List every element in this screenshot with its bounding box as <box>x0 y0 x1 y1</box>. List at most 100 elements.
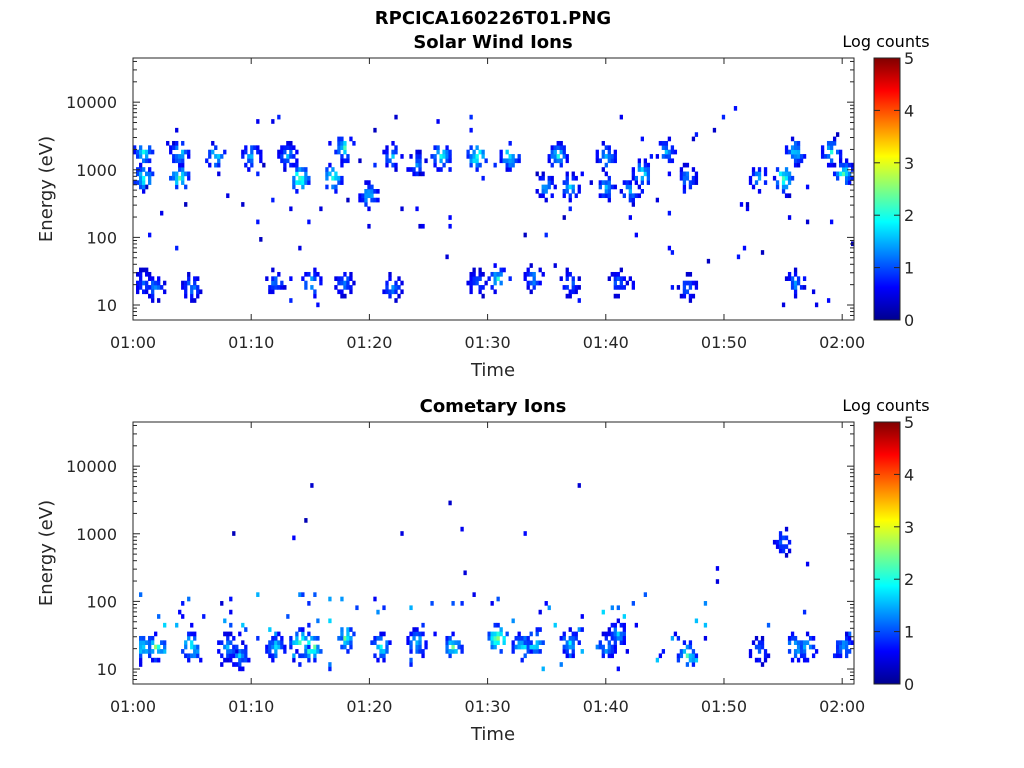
spectrogram-cell <box>457 644 461 650</box>
spectrogram-cell <box>631 197 635 203</box>
spectrogram-cell <box>271 267 275 273</box>
spectrogram-cell <box>226 657 230 663</box>
spectrogram-cell <box>280 145 284 150</box>
spectrogram-cell <box>607 653 611 659</box>
spectrogram-cell <box>295 189 299 194</box>
spectrogram-cell <box>349 136 353 142</box>
spectrogram-cell <box>187 657 191 663</box>
spectrogram-cell <box>445 254 449 260</box>
spectrogram-cell <box>661 145 666 150</box>
panel-title: Solar Wind Ions <box>413 32 572 53</box>
spectrogram-cell <box>268 627 272 632</box>
spectrogram-cell <box>748 180 753 185</box>
spectrogram-cell <box>508 162 512 168</box>
spectrogram-cell <box>382 653 386 659</box>
spectrogram-cell <box>601 649 605 654</box>
spectrogram-cell <box>472 158 476 164</box>
spectrogram-cell <box>136 289 140 295</box>
spectrogram-cell <box>301 592 305 597</box>
spectrogram-cell <box>190 285 194 290</box>
spectrogram-cell <box>469 285 473 290</box>
spectrogram-cell <box>139 644 143 650</box>
spectrogram-cell <box>274 285 278 290</box>
spectrogram-cell <box>358 158 362 164</box>
spectrogram-cell <box>838 644 843 650</box>
spectrogram-cell <box>175 180 179 185</box>
spectrogram-cell <box>142 635 146 641</box>
spectrogram-cell <box>664 140 669 146</box>
spectrogram-cell <box>391 154 395 159</box>
spectrogram-cell <box>340 276 344 281</box>
spectrogram-cell <box>493 276 497 281</box>
spectrogram-cell <box>343 640 347 645</box>
spectrogram-cell <box>289 140 293 146</box>
spectrogram-cell <box>793 640 798 645</box>
spectrogram-cell <box>607 193 611 199</box>
spectrogram-cell <box>607 154 611 159</box>
spectrogram-cell <box>385 649 389 654</box>
spectrogram-cell <box>811 289 816 295</box>
spectrogram-cell <box>439 154 443 159</box>
spectrogram-cell <box>841 171 846 177</box>
spectrogram-cell <box>508 154 512 159</box>
spectrogram-cell <box>694 132 699 137</box>
spectrogram-cell <box>601 609 605 615</box>
spectrogram-cell <box>328 662 332 667</box>
spectrogram-cell <box>298 180 302 185</box>
spectrogram-cell <box>226 640 230 645</box>
spectrogram-cell <box>442 149 446 155</box>
spectrogram-cell <box>580 627 584 632</box>
spectrogram-cell <box>529 263 533 268</box>
spectrogram-cell <box>544 184 548 190</box>
spectrogram-cell <box>337 280 341 286</box>
spectrogram-cell <box>814 302 819 308</box>
spectrogram-cell <box>604 193 608 199</box>
spectrogram-cell <box>256 171 260 177</box>
spectrogram-cell <box>685 653 690 659</box>
spectrogram-cell <box>535 627 539 632</box>
spectrogram-cell <box>508 140 512 146</box>
spectrogram-cell <box>763 167 768 172</box>
spectrogram-cell <box>385 644 389 650</box>
spectrogram-cell <box>454 640 458 645</box>
spectrogram-cell <box>799 644 804 650</box>
spectrogram-cell <box>175 171 179 177</box>
spectrogram-cell <box>346 158 350 164</box>
spectrogram-cell <box>340 175 344 181</box>
spectrogram-cell <box>568 289 572 295</box>
spectrogram-cell <box>448 500 452 506</box>
spectrogram-cell <box>646 167 651 172</box>
spectrogram-cell <box>835 644 840 650</box>
spectrogram-cell <box>613 293 617 299</box>
spectrogram-cell <box>250 145 254 150</box>
spectrogram-cell <box>790 136 795 142</box>
spectrogram-cell <box>364 189 368 194</box>
spectrogram-cell <box>268 649 272 654</box>
spectrogram-cell <box>334 149 338 155</box>
spectrogram-cell <box>343 280 347 286</box>
spectrogram-cell <box>328 162 332 168</box>
spectrogram-cell <box>604 184 608 190</box>
spectrogram-cell <box>529 271 533 277</box>
spectrogram-cell <box>232 662 236 667</box>
spectrogram-cell <box>517 640 521 645</box>
spectrogram-cell <box>541 666 545 672</box>
spectrogram-cell <box>847 635 852 641</box>
spectrogram-cell <box>283 285 287 290</box>
spectrogram-cell <box>445 635 449 641</box>
spectrogram-cell <box>400 289 404 295</box>
spectrogram-cell <box>238 657 242 663</box>
spectrogram-cell <box>499 627 503 632</box>
spectrogram-cell <box>820 149 825 155</box>
spectrogram-cell <box>520 644 524 650</box>
spectrogram-cell <box>190 289 194 295</box>
spectrogram-cell <box>196 649 200 654</box>
spectrogram-cell <box>136 280 140 286</box>
spectrogram-cell <box>787 149 792 155</box>
spectrogram-cell <box>604 154 608 159</box>
spectrogram-cell <box>682 649 687 654</box>
spectrogram-cell <box>145 289 149 295</box>
spectrogram-cell <box>409 649 413 654</box>
spectrogram-cell <box>145 184 149 190</box>
spectrogram-cell <box>484 280 488 286</box>
